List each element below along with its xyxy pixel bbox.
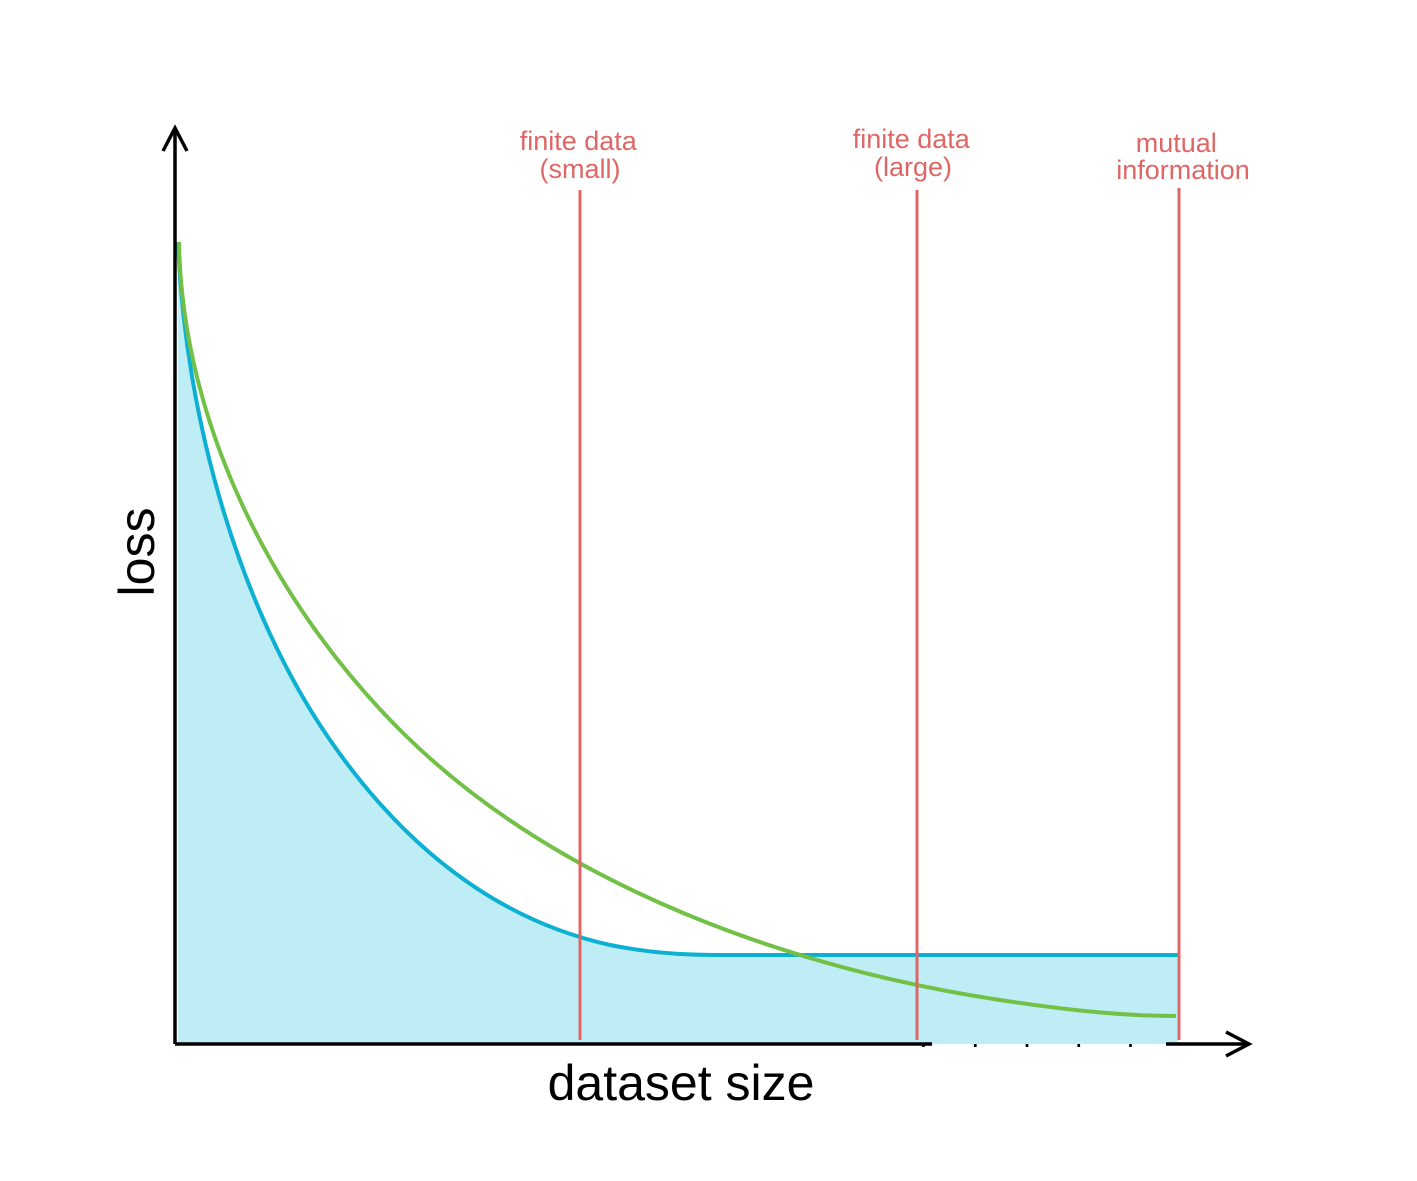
blue-curve-area-fill xyxy=(178,242,1178,1044)
x-axis-arrowhead xyxy=(1225,1030,1253,1058)
marker-label-finite-data-large: finite data (large) xyxy=(853,124,978,182)
y-axis-arrowhead xyxy=(161,124,189,152)
x-axis-continuation-dots: ..... xyxy=(920,1022,1179,1053)
marker-label-mutual-information: mutual information xyxy=(1116,128,1250,185)
y-axis-label: loss xyxy=(109,508,165,597)
marker-label-finite-data-small: finite data (small) xyxy=(520,126,645,184)
blue-loss-curve xyxy=(176,241,1178,957)
green-loss-curve xyxy=(177,241,1177,1018)
x-axis-label: dataset size xyxy=(548,1055,815,1111)
